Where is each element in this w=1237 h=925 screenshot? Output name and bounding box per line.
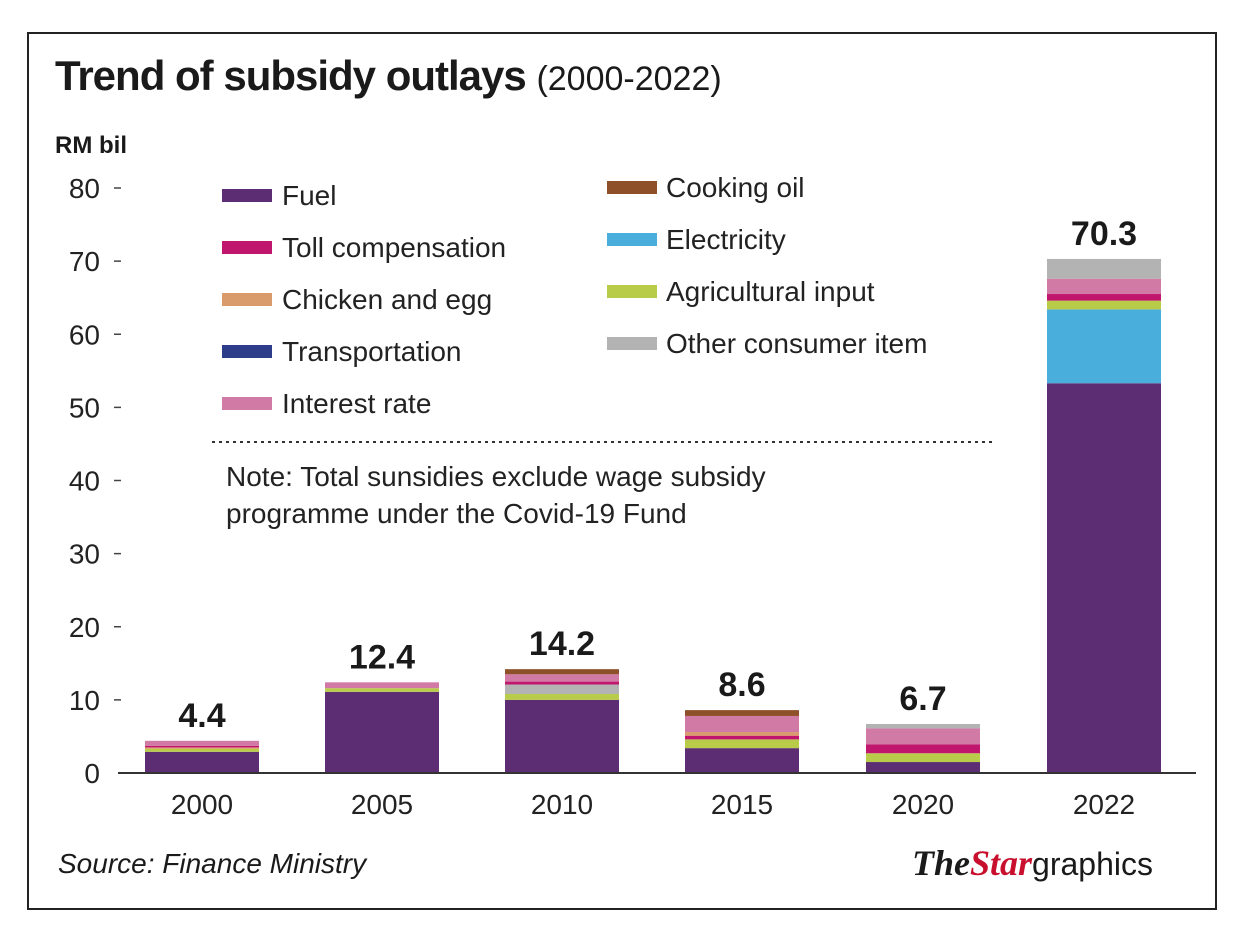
bar-total-label: 8.6: [718, 666, 765, 704]
x-tick-label: 2000: [171, 789, 233, 820]
bar-segment-2015-toll-compensation: [685, 735, 799, 740]
legend-label: Fuel: [282, 180, 336, 211]
legend-swatch-interest-rate: [222, 397, 272, 410]
x-tick-label: 2022: [1073, 789, 1135, 820]
legend-swatch-toll-compensation: [222, 241, 272, 254]
legend-swatch-fuel: [222, 189, 272, 202]
bar-segment-2000-interest-rate: [145, 740, 259, 746]
logo-graphics: graphics: [1032, 846, 1153, 882]
bar-segment-2010-toll-compensation: [505, 681, 619, 685]
y-tick-label: 10: [69, 685, 100, 716]
y-tick-label: 80: [69, 173, 100, 204]
bar-segment-2010-agricultural-input: [505, 694, 619, 700]
title-text: Trend of subsidy outlays: [55, 52, 527, 99]
x-tick-label: 2015: [711, 789, 773, 820]
legend-swatch-electricity: [607, 233, 657, 246]
y-tick-label: 30: [69, 539, 100, 570]
y-axis-label: RM bil: [55, 132, 127, 159]
bar-segment-2000-agricultural-input: [145, 748, 259, 752]
bar-segment-2000-toll-compensation: [145, 745, 259, 748]
logo-star: Star: [970, 843, 1033, 883]
bar-segment-2022-toll-compensation: [1047, 294, 1161, 301]
bar-segment-2020-toll-compensation: [866, 744, 980, 754]
legend-swatch-other-consumer-item: [607, 337, 657, 350]
bar-segment-2022-agricultural-input: [1047, 300, 1161, 310]
bar-segment-2022-electricity: [1047, 309, 1161, 384]
bar-segment-2022-interest-rate: [1047, 278, 1161, 295]
legend-label: Toll compensation: [282, 232, 506, 263]
bar-segment-2015-cooking-oil: [685, 710, 799, 716]
x-tick-label: 2020: [892, 789, 954, 820]
bar-total-label: 4.4: [178, 697, 225, 735]
y-tick-label: 40: [69, 466, 100, 497]
bar-total-label: 70.3: [1071, 215, 1137, 253]
legend-swatch-agricultural-input: [607, 285, 657, 298]
logo-the: The: [912, 843, 970, 883]
bar-segment-2000-chicken-and-egg: [145, 747, 259, 749]
legend-label: Cooking oil: [666, 172, 805, 203]
bar-segment-2022-other-consumer-item: [1047, 258, 1161, 279]
y-tick-label: 50: [69, 392, 100, 423]
bar-segment-2015-chicken-and-egg: [685, 732, 799, 736]
legend-label: Transportation: [282, 336, 462, 367]
bar-segment-2010-cooking-oil: [505, 669, 619, 675]
bar-segment-2020-other-consumer-item: [866, 724, 980, 729]
y-tick-label: 20: [69, 612, 100, 643]
note-text: programme under the Covid-19 Fund: [226, 498, 687, 529]
note-text: Note: Total sunsidies exclude wage subsi…: [226, 461, 766, 492]
y-tick-label: 60: [69, 319, 100, 350]
x-tick-label: 2010: [531, 789, 593, 820]
bar-segment-2015-agricultural-input: [685, 739, 799, 749]
the-star-graphics-logo: TheStargraphics: [912, 842, 1153, 884]
chart-subtitle: (2000-2022): [536, 60, 722, 98]
chart-title: Trend of subsidy outlays (2000-2022): [55, 52, 722, 100]
x-tick-label: 2005: [351, 789, 413, 820]
bar-segment-2010-other-consumer-item: [505, 684, 619, 695]
bar-total-label: 14.2: [529, 625, 595, 663]
y-tick-label: 0: [84, 758, 100, 789]
legend-label: Agricultural input: [666, 276, 875, 307]
legend-label: Electricity: [666, 224, 786, 255]
legend-label: Interest rate: [282, 388, 431, 419]
source-note: Source: Finance Ministry: [58, 848, 367, 879]
bar-segment-2005-interest-rate: [325, 682, 439, 689]
legend-label: Chicken and egg: [282, 284, 492, 315]
legend-swatch-cooking-oil: [607, 181, 657, 194]
bar-segment-2005-agricultural-input: [325, 688, 439, 692]
bar-segment-2020-agricultural-input: [866, 753, 980, 763]
chart-frame: [27, 32, 1217, 910]
bar-segment-2015-interest-rate: [685, 715, 799, 733]
bar-segment-2000-fuel: [145, 751, 259, 773]
legend-label: Other consumer item: [666, 328, 927, 359]
bar-segment-2022-fuel: [1047, 383, 1161, 773]
bar-segment-2005-fuel: [325, 691, 439, 773]
bar-segment-2020-interest-rate: [866, 728, 980, 745]
y-tick-label: 70: [69, 246, 100, 277]
bar-segment-2020-fuel: [866, 762, 980, 773]
bar-segment-2015-fuel: [685, 748, 799, 773]
bar-segment-2010-interest-rate: [505, 674, 619, 682]
legend-swatch-chicken-and-egg: [222, 293, 272, 306]
legend-swatch-transportation: [222, 345, 272, 358]
bar-total-label: 12.4: [349, 638, 415, 676]
bar-segment-2010-fuel: [505, 699, 619, 773]
bar-total-label: 6.7: [899, 680, 946, 718]
